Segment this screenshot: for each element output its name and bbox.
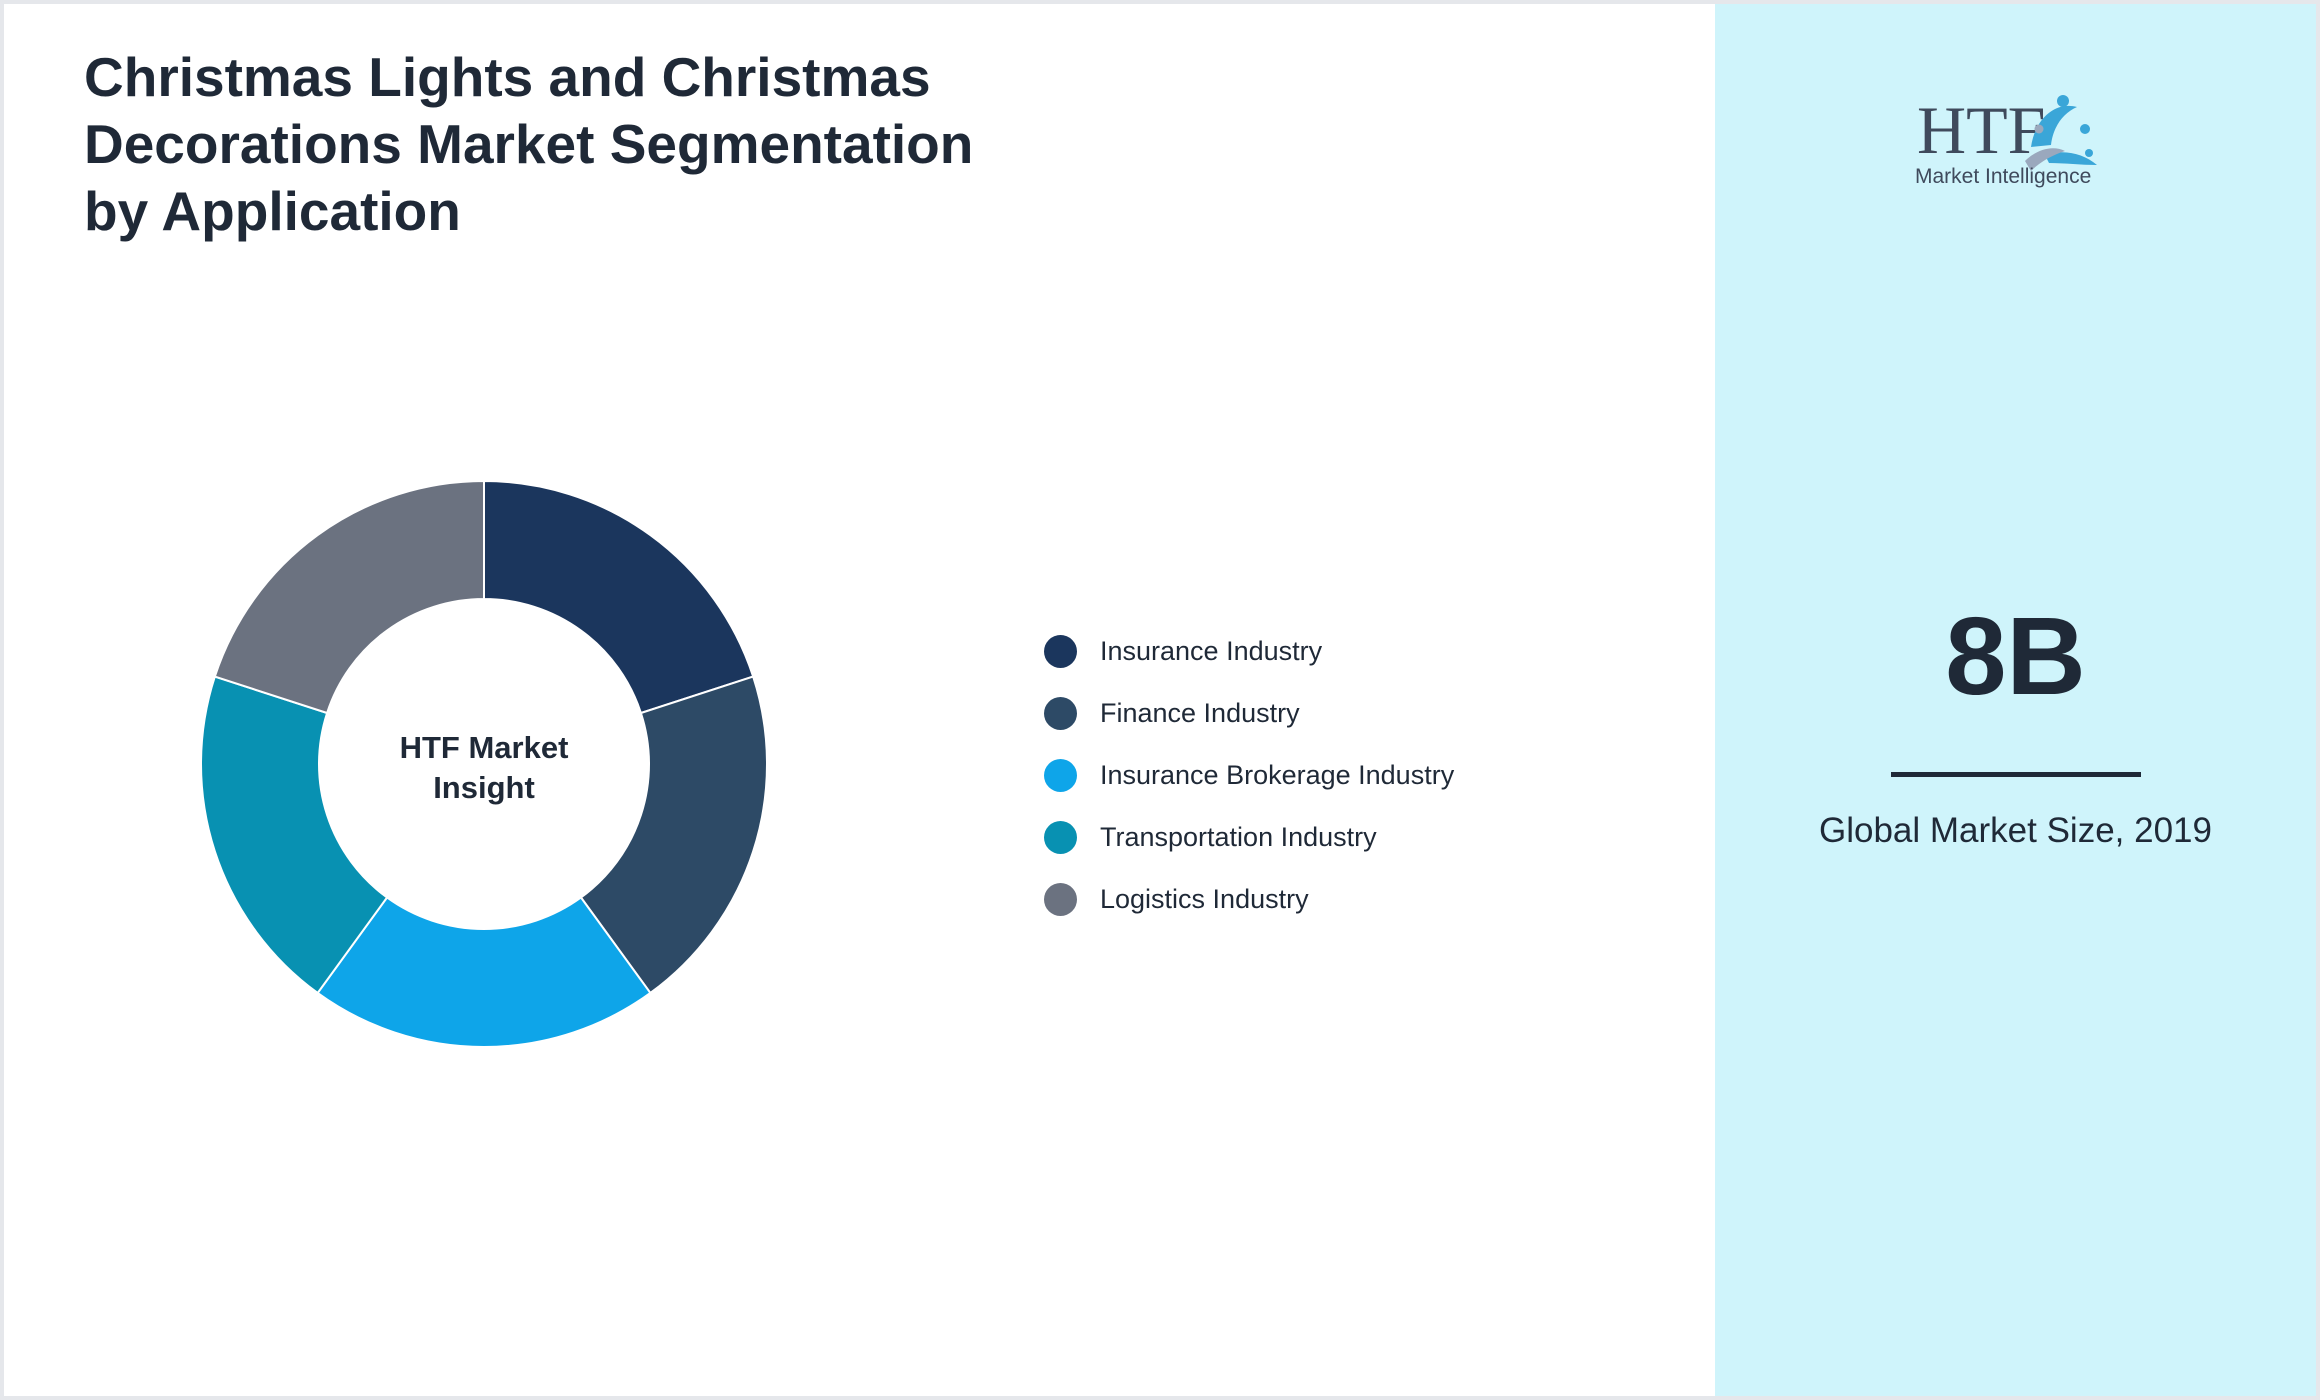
htf-logo: HTF Market Intelligence	[1915, 92, 2097, 188]
legend-swatch-finance	[1044, 696, 1077, 730]
legend-item-logistics: Logistics Industry	[1044, 868, 1454, 930]
legend-swatch-insurance	[1044, 634, 1077, 668]
donut-chart: HTF Market Insight	[200, 479, 768, 1048]
market-size-caption: Global Market Size, 2019	[1819, 811, 2212, 850]
legend-swatch-transportation	[1044, 820, 1077, 854]
donut-slice-finance-industry	[579, 675, 768, 995]
legend-label-transportation: Transportation Industry	[1100, 821, 1377, 852]
chart-legend: Insurance Industry Finance Industry Insu…	[1044, 620, 1454, 930]
legend-item-insurance: Insurance Industry	[1044, 620, 1454, 682]
legend-item-brokerage: Insurance Brokerage Industry	[1044, 744, 1454, 806]
donut-center-label-line-1: HTF Market	[400, 730, 569, 765]
legend-swatch-logistics	[1044, 882, 1077, 916]
legend-label-brokerage: Insurance Brokerage Industry	[1100, 759, 1455, 790]
market-size-panel: HTF Market Intelligence 8B Global Market…	[1715, 4, 2316, 1396]
donut-slice-logistics-industry	[213, 479, 485, 715]
legend-item-transportation: Transportation Industry	[1044, 806, 1454, 868]
donut-center-label-line-2: Insight	[433, 770, 535, 805]
logo-mark: HTF	[1917, 92, 2045, 168]
htf-figures-logo-icon	[2025, 95, 2097, 171]
legend-label-insurance: Insurance Industry	[1100, 635, 1323, 666]
legend-swatch-brokerage	[1044, 758, 1077, 792]
donut-slice-insurance-brokerage-industry	[316, 896, 652, 1048]
donut-slices	[200, 479, 768, 1048]
legend-label-finance: Finance Industry	[1100, 697, 1300, 728]
legend-label-logistics: Logistics Industry	[1100, 883, 1309, 914]
donut-slice-transportation-industry	[200, 675, 389, 995]
market-size-value: 8B	[1945, 595, 2086, 718]
chart-title: Christmas Lights and Christmas Decoratio…	[84, 46, 974, 242]
legend-item-finance: Finance Industry	[1044, 682, 1454, 744]
kpi-divider	[1891, 772, 2141, 777]
logo-tagline: Market Intelligence	[1915, 165, 2091, 188]
donut-slice-insurance-industry	[483, 479, 755, 715]
